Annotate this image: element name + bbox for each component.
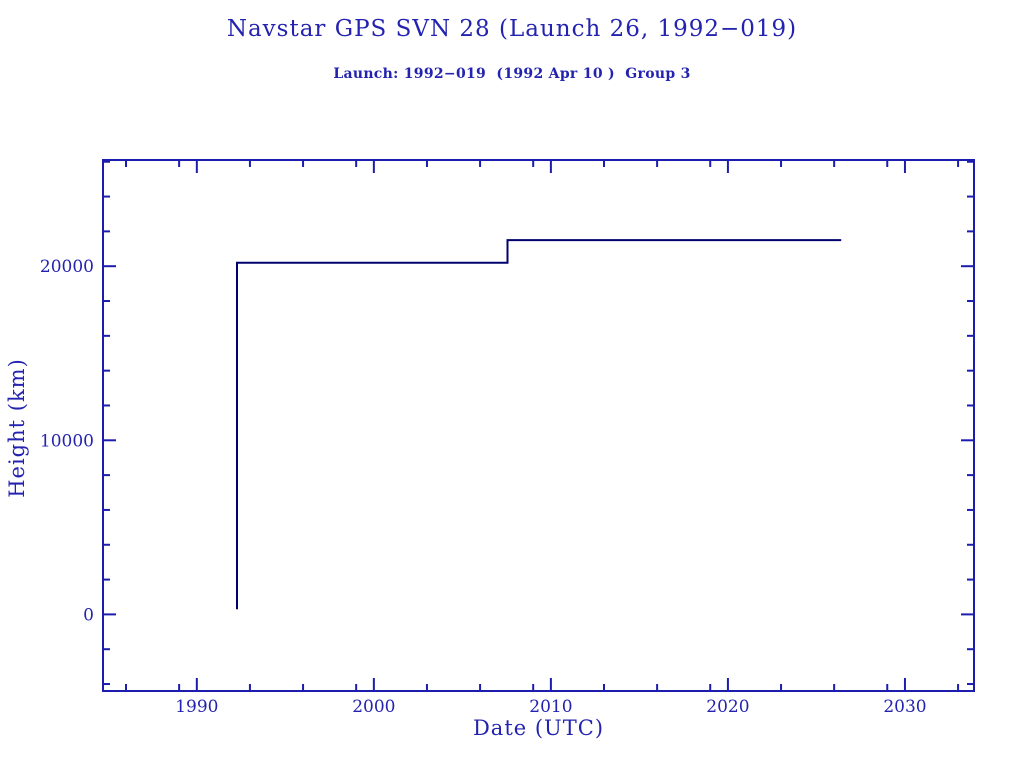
x-tick-label: 2020 <box>706 697 749 717</box>
x-axis-title: Date (UTC) <box>472 716 605 740</box>
x-tick-label: 1990 <box>175 697 218 717</box>
x-tick-label: 2000 <box>352 697 395 717</box>
y-tick-label: 20000 <box>40 257 94 277</box>
y-tick-label: 10000 <box>40 431 94 451</box>
y-axis-title: Height (km) <box>5 358 29 498</box>
x-tick-label: 2010 <box>529 697 572 717</box>
chart-title: Navstar GPS SVN 28 (Launch 26, 1992−019) <box>226 16 798 42</box>
plot-frame <box>102 159 975 692</box>
data-line-orbit-height-km <box>236 239 842 610</box>
x-tick-label: 2030 <box>883 697 926 717</box>
chart-subtitle: Launch: 1992−019 (1992 Apr 10 ) Group 3 <box>333 66 691 82</box>
y-tick-label: 0 <box>83 605 94 625</box>
